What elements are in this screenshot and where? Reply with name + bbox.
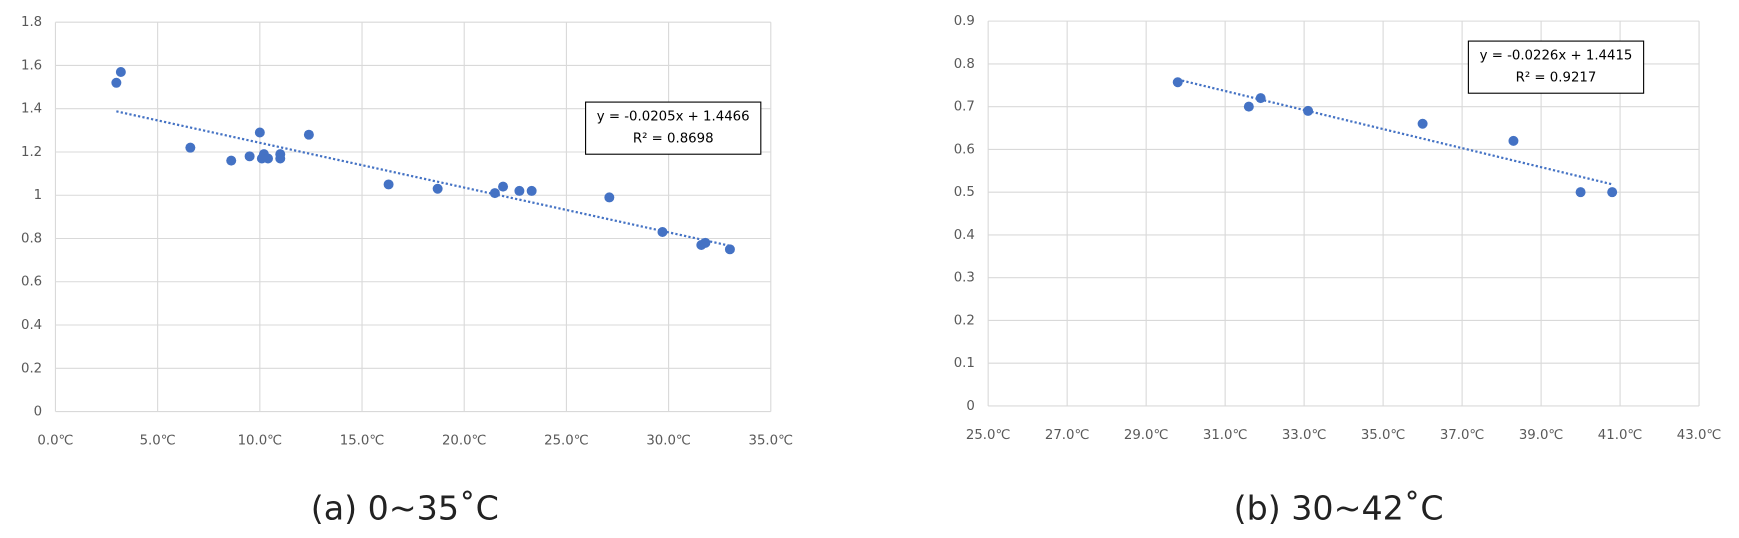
data-point <box>498 181 509 192</box>
equation-box <box>585 101 762 155</box>
x-tick-label: 27.0℃ <box>1045 428 1090 443</box>
y-tick-label: 1 <box>34 188 42 203</box>
data-point <box>244 151 255 162</box>
x-tick-label: 33.0℃ <box>1282 428 1327 443</box>
x-tick-label: 5.0℃ <box>140 433 176 448</box>
data-point <box>432 183 443 194</box>
equation-box <box>1467 40 1645 94</box>
caption: (a) 0~35˚C <box>311 489 499 528</box>
x-tick-label: 43.0℃ <box>1677 428 1722 443</box>
x-tick-label: 10.0℃ <box>238 433 283 448</box>
data-point <box>1575 187 1586 198</box>
data-point <box>111 77 122 88</box>
data-point <box>275 153 286 164</box>
x-tick-label: 25.0℃ <box>544 433 589 448</box>
data-point <box>1417 118 1428 129</box>
y-tick-label: 0.4 <box>954 228 975 243</box>
y-tick-label: 0.2 <box>21 361 42 376</box>
data-point <box>1303 105 1314 116</box>
caption: (b) 30~42˚C <box>1234 489 1444 528</box>
y-tick-label: 0.6 <box>954 142 975 157</box>
data-point <box>514 185 525 196</box>
y-tick-label: 1.8 <box>21 15 42 30</box>
x-tick-label: 20.0℃ <box>442 433 487 448</box>
x-tick-label: 35.0℃ <box>1361 428 1406 443</box>
data-point <box>185 142 196 153</box>
x-tick-label: 37.0℃ <box>1440 428 1485 443</box>
x-tick-label: 29.0℃ <box>1124 428 1169 443</box>
y-tick-label: 0.5 <box>954 185 975 200</box>
data-point <box>604 192 615 203</box>
x-tick-label: 39.0℃ <box>1519 428 1564 443</box>
y-tick-label: 0.8 <box>954 57 975 72</box>
x-tick-label: 41.0℃ <box>1598 428 1643 443</box>
data-point <box>383 179 394 190</box>
data-point <box>489 188 500 199</box>
x-tick-label: 0.0℃ <box>37 433 73 448</box>
y-tick-label: 0.9 <box>954 14 975 29</box>
y-tick-label: 0.6 <box>21 275 42 290</box>
y-tick-label: 1.6 <box>21 58 42 73</box>
data-point <box>226 155 237 166</box>
data-point <box>1172 77 1183 88</box>
data-point <box>1508 135 1519 146</box>
data-point <box>303 129 314 140</box>
y-tick-label: 0.1 <box>954 356 975 371</box>
data-point <box>657 227 668 238</box>
data-point <box>724 244 735 255</box>
y-tick-label: 0.2 <box>954 313 975 328</box>
data-point <box>263 153 274 164</box>
y-tick-label: 0 <box>966 399 974 414</box>
x-tick-label: 25.0℃ <box>966 428 1011 443</box>
data-point <box>1243 101 1254 112</box>
trendline-equation: y = -0.0226x + 1.4415 <box>1480 49 1633 64</box>
trendline-r2: R² = 0.8698 <box>633 132 714 147</box>
data-point <box>115 66 126 77</box>
trendline-r2: R² = 0.9217 <box>1516 71 1597 86</box>
data-point <box>526 185 537 196</box>
y-tick-label: 1.4 <box>21 102 42 117</box>
x-tick-label: 30.0℃ <box>646 433 691 448</box>
y-tick-label: 1.2 <box>21 145 42 160</box>
x-tick-label: 31.0℃ <box>1203 428 1248 443</box>
y-tick-label: 0.7 <box>954 100 975 115</box>
data-point <box>1607 187 1618 198</box>
y-tick-label: 0 <box>34 405 42 420</box>
x-tick-label: 35.0℃ <box>749 433 794 448</box>
y-tick-label: 0.3 <box>954 271 975 286</box>
y-tick-label: 0.8 <box>21 232 42 247</box>
trendline <box>1177 78 1613 186</box>
trendline-equation: y = -0.0205x + 1.4466 <box>597 110 750 125</box>
data-point <box>1255 93 1266 104</box>
data-point <box>254 127 265 138</box>
x-tick-label: 15.0℃ <box>340 433 385 448</box>
data-point <box>700 237 711 248</box>
y-tick-label: 0.4 <box>21 318 42 333</box>
